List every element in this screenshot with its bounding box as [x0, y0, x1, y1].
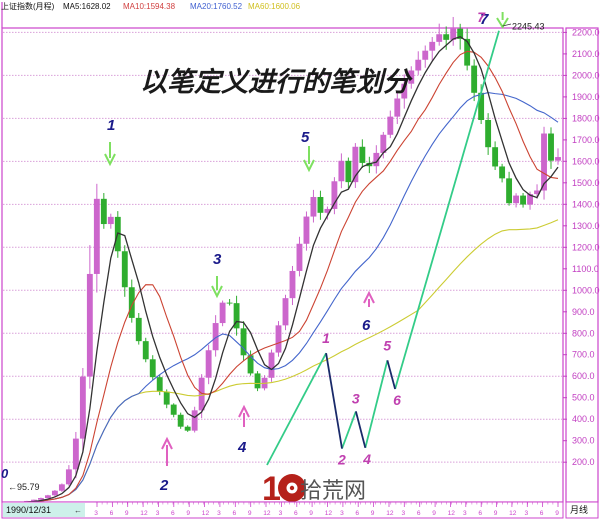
svg-text:2000.0: 2000.0 — [572, 70, 600, 80]
svg-text:1: 1 — [107, 117, 115, 134]
svg-text:2245.43: 2245.43 — [512, 22, 545, 32]
svg-text:6: 6 — [393, 392, 401, 408]
svg-text:3: 3 — [94, 510, 98, 517]
svg-text:6: 6 — [110, 510, 114, 517]
svg-text:9: 9 — [432, 510, 436, 517]
svg-text:3: 3 — [525, 510, 529, 517]
svg-text:12: 12 — [509, 510, 517, 517]
svg-text:4: 4 — [237, 439, 247, 456]
svg-text:6: 6 — [540, 510, 544, 517]
svg-text:MA60:1600.06: MA60:1600.06 — [248, 2, 301, 11]
svg-text:9: 9 — [371, 510, 375, 517]
svg-text:5: 5 — [301, 129, 310, 146]
svg-text:6: 6 — [417, 510, 421, 517]
svg-text:3: 3 — [352, 390, 360, 406]
svg-text:600.0: 600.0 — [572, 371, 595, 381]
svg-text:12: 12 — [140, 510, 148, 517]
svg-text:1000.0: 1000.0 — [572, 285, 600, 295]
svg-text:3: 3 — [340, 510, 344, 517]
svg-text:12: 12 — [202, 510, 210, 517]
svg-text:MA20:1760.52: MA20:1760.52 — [190, 2, 243, 11]
svg-text:MA5:1628.02: MA5:1628.02 — [63, 2, 111, 11]
svg-text:300.0: 300.0 — [572, 436, 595, 446]
svg-text:6: 6 — [362, 317, 371, 334]
svg-text:1100.0: 1100.0 — [572, 264, 599, 274]
svg-text:1990/12/31: 1990/12/31 — [6, 505, 51, 515]
svg-text:1900.0: 1900.0 — [572, 92, 600, 102]
svg-text:1: 1 — [322, 330, 330, 346]
svg-text:2200.0: 2200.0 — [572, 27, 600, 37]
svg-text:12: 12 — [448, 510, 456, 517]
svg-text:3: 3 — [402, 510, 406, 517]
svg-text:1200.0: 1200.0 — [572, 242, 600, 252]
svg-text:9: 9 — [309, 510, 313, 517]
svg-text:拾​荒网: 拾​荒网 — [300, 478, 366, 503]
svg-text:9: 9 — [125, 510, 129, 517]
svg-text:400.0: 400.0 — [572, 414, 595, 424]
svg-text:上证指数(月程): 上证指数(月程) — [1, 1, 55, 11]
svg-text:3: 3 — [279, 510, 283, 517]
svg-text:2: 2 — [159, 477, 169, 494]
svg-text:0: 0 — [1, 466, 9, 481]
svg-text:2: 2 — [337, 452, 346, 468]
svg-text:4: 4 — [362, 451, 371, 467]
svg-text:9: 9 — [494, 510, 498, 517]
svg-text:6: 6 — [171, 510, 175, 517]
svg-text:12: 12 — [386, 510, 394, 517]
svg-text:9: 9 — [555, 510, 559, 517]
svg-text:1500.0: 1500.0 — [572, 178, 600, 188]
svg-text:6: 6 — [478, 510, 482, 517]
svg-text:2100.0: 2100.0 — [572, 49, 600, 59]
svg-text:5: 5 — [383, 337, 391, 353]
svg-text:12: 12 — [325, 510, 333, 517]
svg-text:3: 3 — [213, 251, 222, 268]
svg-text:9: 9 — [186, 510, 190, 517]
svg-text:1800.0: 1800.0 — [572, 113, 600, 123]
svg-text:6: 6 — [233, 510, 237, 517]
svg-text:800.0: 800.0 — [572, 328, 595, 338]
svg-text:←: ← — [74, 506, 82, 515]
svg-text:←95.79: ←95.79 — [8, 482, 40, 492]
svg-text:700.0: 700.0 — [572, 350, 595, 360]
svg-text:1700.0: 1700.0 — [572, 135, 600, 145]
svg-text:900.0: 900.0 — [572, 307, 595, 317]
svg-text:1400.0: 1400.0 — [572, 199, 600, 209]
svg-text:MA10:1594.38: MA10:1594.38 — [123, 2, 176, 11]
svg-text:3: 3 — [463, 510, 467, 517]
svg-text:1600.0: 1600.0 — [572, 156, 600, 166]
svg-text:3: 3 — [156, 510, 160, 517]
svg-text:7: 7 — [477, 9, 486, 25]
svg-text:6: 6 — [355, 510, 359, 517]
svg-text:3: 3 — [217, 510, 221, 517]
svg-text:500.0: 500.0 — [572, 393, 595, 403]
svg-text:1300.0: 1300.0 — [572, 221, 600, 231]
svg-text:12: 12 — [263, 510, 271, 517]
svg-text:月线: 月线 — [570, 504, 588, 515]
svg-text:200.0: 200.0 — [572, 457, 595, 467]
svg-text:9: 9 — [248, 510, 252, 517]
svg-text:6: 6 — [294, 510, 298, 517]
svg-text:以笔定义进行的笔划分: 以笔定义进行的笔划分 — [140, 67, 413, 97]
